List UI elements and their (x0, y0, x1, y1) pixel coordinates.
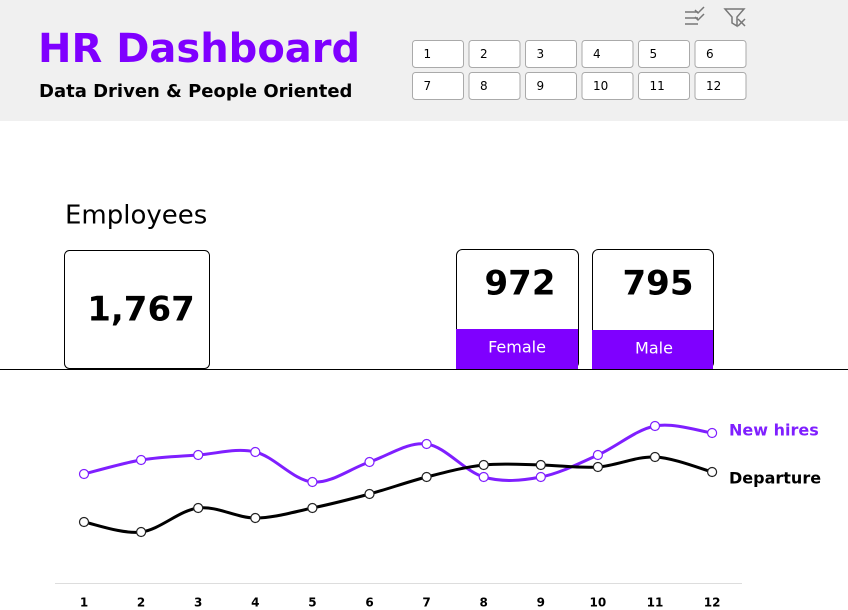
slicer-button-label: 8 (480, 79, 488, 93)
slicer-button-label: 9 (537, 79, 545, 93)
x-tick-label: 6 (365, 596, 373, 610)
data-point (364, 456, 375, 468)
slicer-button-label: 7 (424, 79, 432, 93)
slicer-button-label: 6 (706, 47, 714, 61)
slicer-button-box (638, 40, 690, 68)
slicer-button[interactable]: 12 (694, 72, 747, 100)
slicer-button[interactable]: 3 (525, 40, 577, 68)
x-tick-label: 10 (590, 596, 607, 610)
slicer-button-label: 10 (593, 79, 608, 93)
series-line (83, 455, 713, 534)
total-value: 1,767 (87, 290, 195, 330)
slicer-button-box (525, 72, 577, 100)
slicer-button-box (468, 72, 521, 100)
slicer-button-box (412, 72, 464, 100)
data-point (307, 476, 318, 488)
title: HR Dashboard (38, 26, 360, 72)
data-point (193, 449, 204, 461)
male-band (592, 330, 713, 369)
slicer-button-box (468, 40, 521, 68)
male-value: 795 (623, 264, 694, 304)
x-tick-label: 1 (80, 596, 88, 610)
data-point (592, 449, 604, 461)
x-tick-label: 8 (480, 596, 488, 610)
slicer-button[interactable]: 1 (412, 40, 464, 68)
data-point (193, 502, 204, 514)
slicer-button[interactable]: 10 (581, 72, 634, 100)
male-label: Male (635, 339, 673, 358)
female-label: Female (488, 338, 546, 357)
data-point (250, 512, 261, 524)
legend-label: Departure (729, 469, 821, 488)
slicer-button-label: 11 (650, 79, 665, 93)
slicer-button[interactable]: 5 (638, 40, 690, 68)
slicer-button-box (525, 40, 577, 68)
clear-filter-icons[interactable] (685, 6, 746, 28)
slicer-button-label: 1 (424, 47, 432, 61)
slicer-button[interactable]: 9 (525, 72, 577, 100)
slicer-button[interactable]: 7 (412, 72, 464, 100)
slicer-button-label: 12 (706, 79, 721, 93)
slicer-button-box (694, 40, 747, 68)
data-point (535, 459, 546, 471)
slicer: 1 2 3 4 5 67 8 9 10 11 12 (412, 40, 747, 100)
x-tick-label: 11 (647, 596, 664, 610)
x-tick-label: 12 (704, 596, 721, 610)
female-band (456, 329, 578, 369)
data-point (649, 451, 661, 463)
subtitle: Data Driven & People Oriented (39, 81, 352, 102)
x-tick-label: 2 (137, 596, 145, 610)
slicer-button[interactable]: 6 (694, 40, 747, 68)
slicer-button-label: 5 (650, 47, 658, 61)
slicer-button[interactable]: 11 (638, 72, 690, 100)
data-point (136, 526, 147, 538)
x-tick-label: 9 (537, 596, 545, 610)
legend-label: New hires (729, 421, 819, 440)
data-point (78, 516, 90, 528)
slicer-button-label: 3 (537, 47, 545, 61)
slicer-button[interactable]: 4 (581, 40, 634, 68)
x-tick-label: 3 (194, 596, 202, 610)
data-point (364, 488, 375, 500)
data-point (592, 461, 604, 473)
data-point (478, 459, 489, 471)
data-point (307, 502, 318, 514)
data-point (421, 471, 432, 483)
data-point (421, 438, 432, 450)
data-point (649, 420, 661, 432)
x-tick-label: 4 (251, 596, 259, 610)
series-line (83, 423, 713, 484)
data-point (78, 468, 90, 480)
data-point (478, 471, 489, 483)
slicer-button-label: 2 (480, 47, 488, 61)
slicer-button-box (412, 40, 464, 68)
data-point (535, 471, 546, 483)
data-point (136, 454, 147, 466)
data-point (706, 427, 718, 439)
slicer-button-box (694, 72, 747, 100)
x-tick-label: 5 (308, 596, 316, 610)
x-tick-label: 7 (422, 596, 430, 610)
slicer-button-box (581, 40, 634, 68)
total-card (64, 250, 210, 369)
slicer-button[interactable]: 2 (468, 40, 521, 68)
data-point (706, 466, 718, 478)
slicer-button-box (638, 72, 690, 100)
slicer-button[interactable]: 8 (468, 72, 521, 100)
data-point (250, 446, 261, 458)
slicer-button-label: 4 (593, 47, 601, 61)
female-value: 972 (485, 264, 556, 304)
slicer-button-box (581, 72, 634, 100)
kpi-label: Employees (65, 201, 207, 231)
